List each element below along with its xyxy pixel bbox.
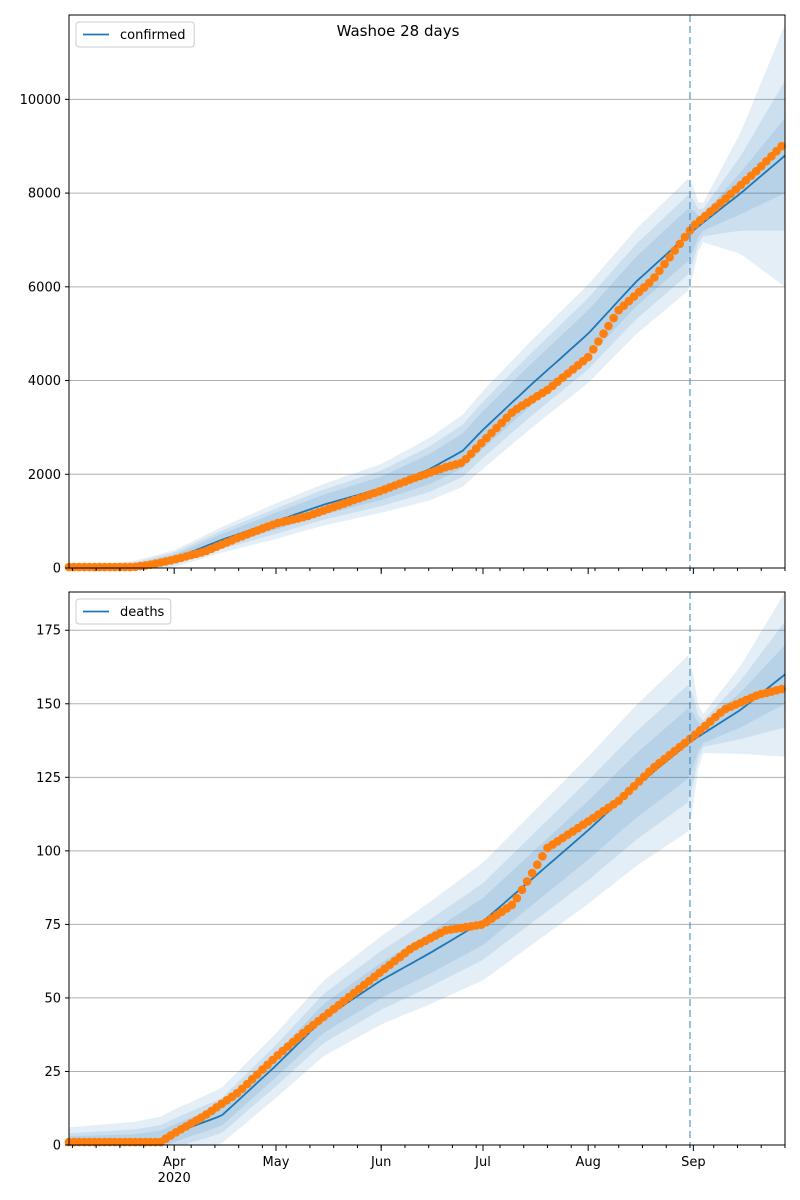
confirmed-legend-label: confirmed [120,28,186,43]
confirmed-observed-point [471,444,481,453]
confirmed-observed-point [594,337,603,346]
confirmed-observed-point [660,259,669,269]
deaths-observed-point [517,885,527,895]
confirmed-observed-point [599,329,608,339]
deaths-ytick-label: 150 [36,697,61,712]
confirmed-legend: confirmed [75,21,195,48]
deaths-ytick-label: 50 [44,991,61,1006]
xtick-label-jul: Jul [474,1155,491,1170]
deaths-band-outer [69,592,785,1145]
confirmed-legend-box [75,21,195,48]
deaths-axes-frame [68,591,786,1146]
confirmed-ytick-label: 2000 [28,468,61,483]
confirmed-panel: 0 2000 4000 6000 8000 10000 confirmed [20,14,786,577]
deaths-ytick-label: 75 [44,918,61,933]
deaths-panel: 0 25 50 75 100 125 150 175 Apr May Jun Jul Aug Sep 202… [36,591,786,1186]
confirmed-ytick-label: 0 [53,562,61,577]
deaths-observed-point [507,900,517,910]
confirmed-observed-point [777,141,786,151]
deaths-legend-box [75,598,172,625]
confirmed-ytick-label: 10000 [20,93,61,108]
confirmed-observed-point [466,449,476,459]
deaths-observed-point [538,852,547,861]
confirmed-ytick-label: 4000 [28,374,61,389]
deaths-band-middle [69,621,785,1145]
deaths-ytick-label: 25 [44,1065,61,1080]
deaths-ytick-label: 175 [36,624,61,639]
deaths-ytick-label: 100 [36,844,61,859]
deaths-observed-point [777,684,786,694]
confirmed-observed-point [604,321,613,331]
confirmed-band-outer [69,24,785,568]
confirmed-observed-point [655,266,664,276]
deaths-legend: deaths [75,598,172,625]
chart-title: Washoe 28 days [337,22,460,40]
deaths-ytick-label: 0 [53,1139,61,1154]
xtick-label-sep: Sep [681,1155,706,1170]
confirmed-ytick-label: 6000 [28,280,61,295]
confirmed-ytick-label: 8000 [28,187,61,202]
xtick-label-may: May [263,1155,290,1170]
confirmed-observed-point [675,239,685,249]
confirmed-observed-point [645,278,654,288]
confirmed-observed-point [650,273,659,282]
deaths-legend-label: deaths [120,605,165,620]
xtick-label-apr: Apr [163,1155,186,1170]
deaths-observed-point [522,877,532,886]
confirmed-axes-frame [68,14,786,569]
deaths-observed-point [533,860,542,869]
confirmed-observed-point [665,252,674,262]
xtick-label-aug: Aug [575,1155,600,1170]
confirmed-observed-point [670,246,679,255]
deaths-band-inner [69,644,785,1145]
deaths-observed-point [512,893,522,903]
confirmed-observed-point [589,345,598,354]
xtick-label-jun: Jun [370,1155,391,1170]
deaths-ytick-label: 125 [36,771,61,786]
confirmed-observed-point [609,313,618,323]
confirmed-observed-point [583,352,593,362]
deaths-observed-point [527,868,537,878]
confirmed-observed-point [680,232,690,242]
xtick-year-label: 2020 [158,1171,191,1186]
